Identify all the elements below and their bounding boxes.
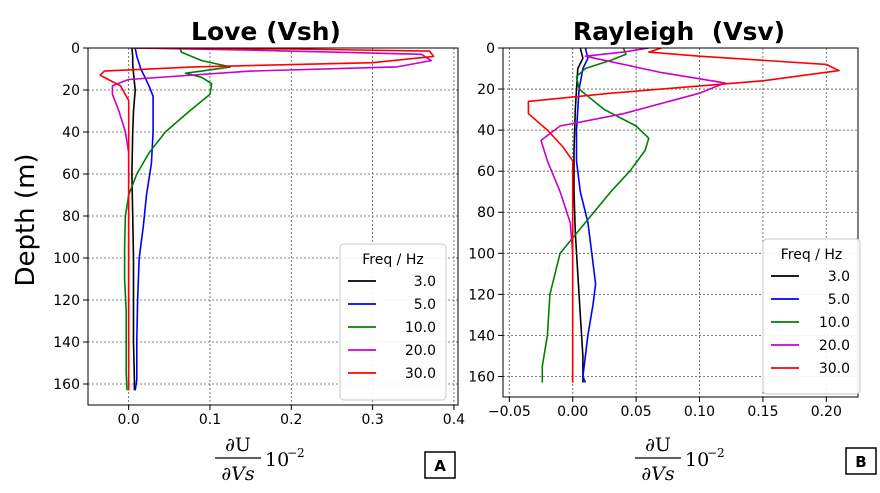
x-axis-label: ∂U ∂Vs 10 −2 bbox=[215, 434, 305, 485]
legend-entry: 10.0 bbox=[819, 315, 850, 331]
y-tick-label: 60 bbox=[477, 164, 495, 180]
xlabel-denominator: ∂Vs bbox=[641, 463, 675, 485]
y-tick-label: 120 bbox=[468, 287, 495, 303]
panel-label: B bbox=[855, 453, 866, 471]
x-tick-label: 0.1 bbox=[199, 412, 221, 428]
y-tick-label: 60 bbox=[62, 167, 80, 183]
legend-title: Freq / Hz bbox=[362, 252, 423, 268]
plot-frame bbox=[87, 47, 459, 406]
panel-title: Love (Vsh) bbox=[191, 17, 341, 46]
y-tick-label: 40 bbox=[62, 125, 80, 141]
y-tick-label: 140 bbox=[53, 335, 80, 351]
panel-label-badge: A bbox=[424, 451, 456, 479]
x-tick-label: 0.20 bbox=[811, 404, 842, 420]
y-tick-label: 160 bbox=[468, 369, 495, 385]
x-tick-label: 0.15 bbox=[747, 404, 778, 420]
x-tick-label: 0.4 bbox=[443, 412, 465, 428]
x-axis-label: ∂U ∂Vs 10 −2 bbox=[635, 434, 725, 485]
y-tick-label: 160 bbox=[53, 377, 80, 393]
series-line-10-0hz bbox=[123, 48, 232, 391]
legend-entry: 30.0 bbox=[819, 361, 850, 377]
legend-entry: 5.0 bbox=[414, 297, 436, 313]
y-tick-label: 20 bbox=[477, 82, 495, 98]
legend-entry: 30.0 bbox=[405, 366, 436, 382]
panel-label: A bbox=[434, 457, 446, 475]
panel-label-badge: B bbox=[845, 447, 877, 475]
x-tick-label: 0.10 bbox=[684, 404, 715, 420]
y-tick-label: 100 bbox=[53, 251, 80, 267]
legend-entry: 10.0 bbox=[405, 320, 436, 336]
y-tick-label: 0 bbox=[486, 41, 495, 57]
legend-entry: 3.0 bbox=[828, 269, 850, 285]
legend-entry: 20.0 bbox=[405, 343, 436, 359]
x-tick-label: 0.2 bbox=[280, 412, 302, 428]
xlabel-factor: 10 bbox=[685, 449, 709, 471]
xlabel-denominator: ∂Vs bbox=[221, 463, 255, 485]
legend-box bbox=[762, 238, 861, 395]
y-axis-label: Depth (m) bbox=[11, 153, 41, 286]
series-lines bbox=[99, 48, 435, 391]
legend-title: Freq / Hz bbox=[781, 247, 842, 263]
y-tick-label: 80 bbox=[62, 209, 80, 225]
legend: Freq / Hz 3.0 5.0 10.0 20.0 30.0 bbox=[762, 238, 861, 395]
panel-love: Love (Vsh) 0.0 0.1 0.2 0.3 0.4 0 20 40 60 80 100 12… bbox=[53, 17, 465, 485]
y-tick-label: 40 bbox=[477, 123, 495, 139]
series-line-5-0hz bbox=[575, 48, 597, 383]
series-line-30-0hz bbox=[527, 48, 840, 383]
x-tick-label: 0.0 bbox=[118, 412, 140, 428]
y-tick-label: 0 bbox=[71, 41, 80, 57]
legend: Freq / Hz 3.0 5.0 10.0 20.0 30.0 bbox=[339, 243, 447, 401]
y-tick-label: 140 bbox=[468, 328, 495, 344]
panel-rayleigh: Rayleigh (Vsv) −0.05 0.00 0.05 0.10 0.15 0.20… bbox=[468, 17, 877, 485]
x-tick-label: −0.05 bbox=[488, 404, 531, 420]
series-lines bbox=[527, 48, 840, 383]
xlabel-exponent: −2 bbox=[287, 446, 305, 460]
x-tick-label: 0.05 bbox=[621, 404, 652, 420]
y-tick-label: 20 bbox=[62, 83, 80, 99]
y-tick-label: 120 bbox=[53, 293, 80, 309]
legend-entry: 3.0 bbox=[414, 274, 436, 290]
panel-title: Rayleigh (Vsv) bbox=[573, 17, 785, 46]
series-line-30-0hz bbox=[99, 48, 435, 391]
series-line-3-0hz bbox=[573, 48, 584, 383]
series-line-10-0hz bbox=[541, 48, 650, 383]
xlabel-numerator: ∂U bbox=[225, 434, 251, 456]
y-tick-label: 100 bbox=[468, 246, 495, 262]
legend-entry: 20.0 bbox=[819, 338, 850, 354]
tick-labels: 0.0 0.1 0.2 0.3 0.4 0 20 40 60 80 100 120 140 160 bbox=[53, 41, 465, 428]
tick-labels: −0.05 0.00 0.05 0.10 0.15 0.20 0 20 40 60 80 100 120… bbox=[468, 41, 842, 420]
plot-frame bbox=[502, 47, 859, 398]
legend-box bbox=[339, 243, 447, 401]
xlabel-factor: 10 bbox=[265, 449, 289, 471]
series-line-3-0hz bbox=[131, 48, 136, 391]
x-tick-label: 0.00 bbox=[557, 404, 588, 420]
xlabel-exponent: −2 bbox=[707, 446, 725, 460]
xlabel-numerator: ∂U bbox=[645, 434, 671, 456]
series-line-5-0hz bbox=[134, 48, 154, 391]
x-tick-label: 0.3 bbox=[361, 412, 383, 428]
y-tick-label: 80 bbox=[477, 205, 495, 221]
legend-entry: 5.0 bbox=[828, 292, 850, 308]
